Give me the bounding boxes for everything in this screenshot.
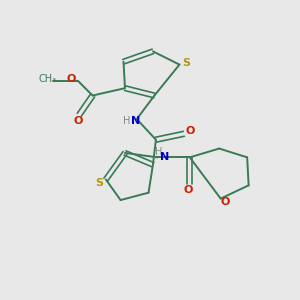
Text: O: O — [184, 185, 193, 195]
Text: H: H — [123, 116, 130, 126]
Text: O: O — [186, 126, 195, 136]
Text: O: O — [220, 197, 230, 207]
Text: S: S — [95, 178, 104, 188]
Text: H: H — [155, 147, 163, 157]
Text: O: O — [73, 116, 83, 126]
Text: O: O — [67, 74, 76, 84]
Text: S: S — [182, 58, 190, 68]
Text: CH₃: CH₃ — [38, 74, 57, 84]
Text: N: N — [131, 116, 140, 126]
Text: N: N — [160, 152, 169, 162]
